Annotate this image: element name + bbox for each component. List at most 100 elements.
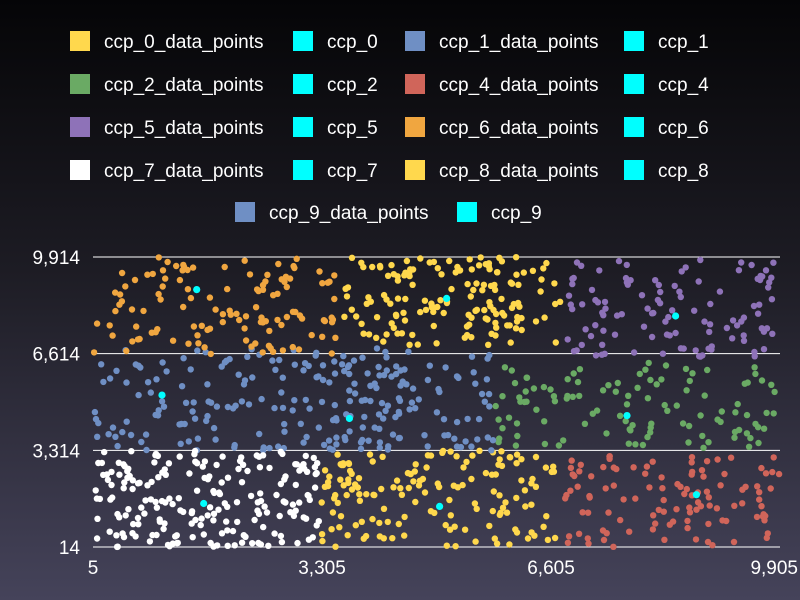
data-point — [154, 412, 162, 419]
data-point — [532, 453, 540, 461]
data-point — [701, 318, 708, 325]
data-point — [688, 459, 695, 466]
legend-item: ccp_6 — [624, 117, 709, 139]
data-point — [201, 458, 209, 465]
data-point — [556, 298, 564, 305]
data-point — [269, 348, 277, 355]
data-point — [660, 496, 667, 504]
data-point — [508, 367, 515, 374]
data-point — [155, 474, 162, 481]
data-point — [180, 261, 187, 269]
data-point — [346, 428, 353, 435]
data-point — [627, 277, 634, 284]
data-point — [489, 437, 497, 444]
data-point — [440, 309, 447, 317]
data-point — [415, 396, 422, 403]
data-point — [643, 463, 651, 470]
data-point — [154, 452, 162, 460]
data-point — [207, 539, 214, 547]
data-point — [197, 521, 204, 529]
data-point — [123, 379, 130, 386]
data-point — [405, 348, 412, 355]
data-point — [369, 263, 376, 271]
data-point — [492, 402, 499, 410]
data-point — [333, 441, 340, 448]
data-point — [499, 309, 506, 317]
data-point — [390, 324, 397, 332]
data-point — [596, 267, 603, 274]
data-point — [532, 483, 540, 490]
data-point — [249, 374, 256, 381]
data-point — [358, 518, 365, 525]
legend-swatch — [70, 117, 90, 137]
data-point — [398, 330, 406, 337]
data-point — [384, 402, 392, 409]
data-point — [433, 340, 440, 347]
centroid-point — [436, 502, 444, 510]
data-point — [686, 504, 693, 511]
data-point — [486, 403, 493, 410]
data-point — [107, 496, 114, 503]
data-point — [365, 437, 372, 444]
data-point — [771, 388, 778, 396]
data-point — [329, 509, 337, 516]
data-point — [405, 484, 412, 492]
data-point — [376, 519, 383, 527]
data-point — [316, 268, 323, 275]
data-point — [215, 506, 222, 513]
data-point — [492, 319, 499, 327]
data-point — [686, 509, 694, 516]
data-point — [276, 356, 283, 364]
data-point — [201, 344, 208, 351]
data-point — [552, 300, 559, 308]
data-point — [149, 270, 156, 278]
data-point — [147, 496, 155, 503]
data-point — [417, 255, 424, 262]
data-point — [218, 530, 226, 537]
data-point — [175, 495, 182, 502]
data-point — [627, 427, 634, 434]
data-point — [682, 365, 690, 373]
data-point — [279, 347, 287, 354]
data-point — [488, 447, 495, 454]
data-point — [210, 517, 217, 524]
data-point — [169, 500, 176, 508]
data-point — [359, 424, 366, 431]
data-point — [238, 539, 246, 546]
data-point — [341, 313, 348, 320]
data-point — [426, 259, 433, 266]
data-point — [685, 422, 693, 430]
data-point — [658, 474, 665, 481]
data-point — [213, 461, 220, 469]
data-point — [521, 487, 529, 494]
data-point — [266, 464, 273, 472]
data-point — [358, 397, 365, 404]
data-point — [468, 475, 475, 483]
data-point — [244, 467, 251, 475]
data-point — [121, 479, 128, 486]
data-point — [204, 381, 211, 388]
data-point — [770, 454, 777, 461]
data-point — [716, 288, 724, 295]
y-tick-label: 3,314 — [32, 441, 80, 462]
data-point — [636, 370, 643, 378]
data-point — [481, 398, 488, 405]
y-tick-label: 6,614 — [32, 345, 80, 366]
legend: ccp_0_data_points ccp_0 ccp_1_data_points c… — [70, 31, 709, 224]
data-point — [218, 479, 225, 486]
data-point — [290, 262, 297, 270]
data-point — [453, 443, 461, 450]
data-point — [100, 378, 107, 386]
data-point — [625, 392, 632, 399]
data-point — [376, 444, 383, 451]
data-point — [614, 379, 621, 387]
data-point — [191, 415, 199, 422]
data-point — [122, 512, 129, 519]
data-point — [671, 282, 678, 290]
data-point — [731, 502, 738, 509]
data-point — [178, 383, 186, 390]
data-point — [455, 374, 462, 382]
data-point — [332, 543, 339, 550]
data-point — [528, 480, 535, 487]
data-point — [231, 444, 238, 451]
